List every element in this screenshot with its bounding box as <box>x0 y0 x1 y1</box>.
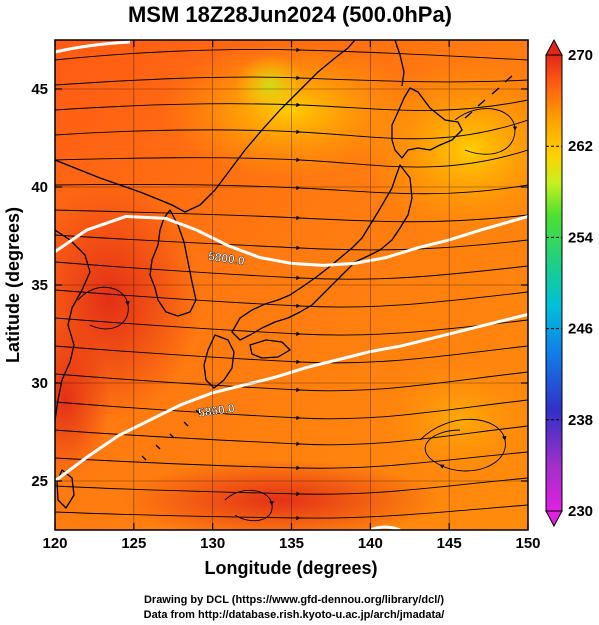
y-tick-label: 30 <box>31 375 48 392</box>
warm-area-south <box>120 460 440 530</box>
streamline-eddy <box>77 286 130 330</box>
streamline <box>55 399 528 421</box>
x-tick-label: 140 <box>358 535 383 552</box>
streamline <box>55 183 528 195</box>
contour-label-5860: 5860.0 <box>197 401 236 420</box>
x-tick-label: 145 <box>437 535 462 552</box>
y-tick-label: 25 <box>31 473 48 490</box>
streamline-eddy <box>224 489 274 522</box>
taiwan-coast <box>56 469 75 509</box>
mainland-coast <box>55 40 356 213</box>
kyushu-coast <box>203 334 235 389</box>
streamline <box>55 234 528 251</box>
cold-spot-north <box>235 55 305 115</box>
shikoku-coast <box>249 339 291 359</box>
contour-label-5800: 5800.0 <box>207 249 246 268</box>
streamline <box>55 99 528 111</box>
streamline <box>55 209 528 223</box>
colorbar-tick-label: 238 <box>568 412 593 429</box>
x-axis-label: Longitude (degrees) <box>204 558 377 578</box>
streamline <box>55 317 528 337</box>
streamline-eddy <box>419 418 507 472</box>
streamline-eddy <box>454 108 518 155</box>
streamline <box>55 289 528 309</box>
streamline <box>55 504 528 521</box>
y-tick-label: 45 <box>31 81 48 98</box>
colorbar-tick-label: 262 <box>568 138 593 155</box>
y-axis-label: Latitude (degrees) <box>3 207 23 363</box>
streamline <box>55 345 528 365</box>
x-axis-ticks: 120 125 130 135 140 145 150 <box>42 40 541 552</box>
sakhalin-coast <box>394 40 405 87</box>
x-tick-label: 150 <box>515 535 540 552</box>
x-tick-label: 130 <box>200 535 225 552</box>
plot-area: 5800.0 5860.0 <box>55 40 528 530</box>
y-tick-label: 35 <box>31 277 48 294</box>
credit-line-1: Drawing by DCL (https://www.gfd-dennou.o… <box>144 594 444 606</box>
streamline <box>55 425 528 447</box>
warm-area-southwest <box>55 320 110 480</box>
colorbar-tick-label: 246 <box>568 321 593 338</box>
streamline <box>55 75 528 86</box>
contour-line-fragment-north <box>55 40 131 54</box>
streamline <box>55 149 528 168</box>
y-tick-label: 40 <box>31 179 48 196</box>
colorbar-top-triangle <box>545 38 563 56</box>
colorbar-tick-label: 270 <box>568 47 593 64</box>
colorbar-ticks: 270 262 254 246 238 230 <box>546 47 594 520</box>
colorbar-tick-label: 254 <box>568 229 594 246</box>
contour-line-fragment-south <box>369 525 401 530</box>
y-axis-ticks: 25 30 35 40 45 <box>31 81 528 490</box>
colorbar-tick-label: 230 <box>568 503 593 520</box>
x-tick-label: 125 <box>121 535 146 552</box>
colorbar: 270 262 254 246 238 230 <box>545 38 594 528</box>
hokkaido-coast <box>391 87 463 159</box>
korea-coast <box>149 209 197 317</box>
streamline <box>55 47 528 61</box>
grid-lines <box>55 40 528 530</box>
streamline <box>55 371 528 393</box>
wind-streamlines <box>55 47 528 522</box>
map-title: MSM 18Z28Jun2024 (500.0hPa) <box>128 2 452 27</box>
streamline <box>55 119 528 140</box>
x-tick-label: 135 <box>279 535 304 552</box>
streamline <box>55 477 528 497</box>
x-tick-label: 120 <box>42 535 67 552</box>
colorbar-gradient <box>545 54 563 512</box>
credit-line-2: Data from http://database.rish.kyoto-u.a… <box>144 609 445 621</box>
colorbar-bottom-triangle <box>545 510 563 528</box>
streamline <box>55 261 528 281</box>
kuril-islands <box>464 75 513 119</box>
cool-area-north <box>160 40 420 180</box>
